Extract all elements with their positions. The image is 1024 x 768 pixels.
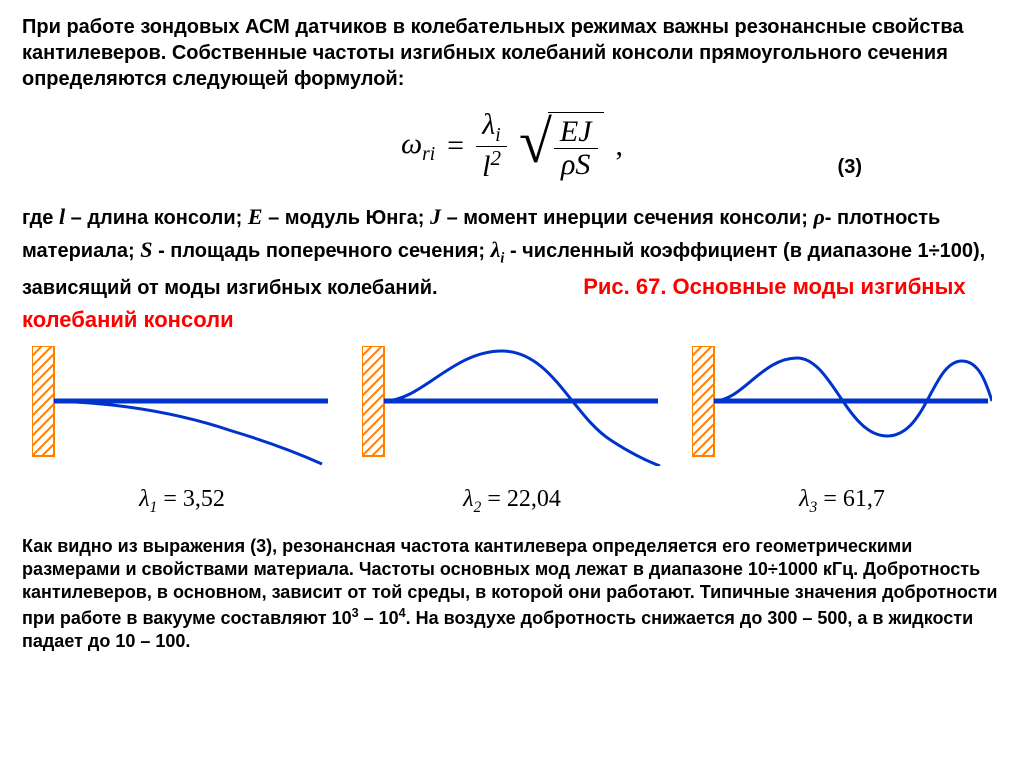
formula-lhs-base: ω	[401, 127, 422, 160]
lambda-value-2: λ2 = 22,04	[463, 486, 561, 517]
formula-lhs: ωri	[401, 127, 435, 166]
frac-den: l2	[476, 147, 507, 183]
mode-diagram-1	[32, 346, 332, 466]
lambda-value-1: λ1 = 3,52	[139, 486, 225, 517]
formula-row: ωri = λi l2 √ EJ ρS ,	[22, 98, 1002, 194]
mode-curve-3	[714, 358, 992, 436]
modes-row: λ1 = 3,52 λ2 = 22,04 λ3 = 61,7	[22, 346, 1002, 517]
radical-sign: √	[519, 118, 552, 186]
conclusion-paragraph: Как видно из выражения (3), резонансная …	[22, 535, 1002, 654]
radicand: EJ ρS	[548, 112, 604, 180]
sqrt: √ EJ ρS	[519, 112, 604, 180]
fraction-lambda-l2: λi l2	[476, 109, 507, 183]
frac-num-base: λ	[482, 108, 495, 141]
mode-diagram-2	[362, 346, 662, 466]
sqrt-den: ρS	[555, 149, 596, 181]
mode-curve-1	[54, 401, 322, 464]
formula-lhs-sub: ri	[422, 144, 435, 165]
wall-icon	[362, 346, 384, 466]
mode-3: λ3 = 61,7	[682, 346, 1002, 517]
formula: ωri = λi l2 √ EJ ρS ,	[401, 109, 623, 183]
frac-num-sub: i	[495, 125, 500, 146]
wall-icon	[692, 346, 714, 466]
lambda-value-3: λ3 = 61,7	[799, 486, 885, 517]
equals-sign: =	[447, 129, 464, 163]
wall-icon	[32, 346, 54, 466]
mode-diagram-3	[692, 346, 992, 466]
frac-num: λi	[476, 109, 506, 147]
definitions: где l – длина консоли; E – модуль Юнга; …	[22, 200, 1002, 336]
equation-number: (3)	[838, 156, 862, 179]
mode-curve-2	[384, 351, 660, 466]
sqrt-num: EJ	[554, 116, 598, 149]
intro-paragraph: При работе зондовых АСМ датчиков в колеб…	[22, 14, 1002, 92]
mode-2: λ2 = 22,04	[352, 346, 672, 517]
mode-1: λ1 = 3,52	[22, 346, 342, 517]
frac-den-sup: 2	[490, 146, 501, 170]
formula-tail: ,	[616, 129, 624, 163]
page: При работе зондовых АСМ датчиков в колеб…	[0, 0, 1024, 664]
